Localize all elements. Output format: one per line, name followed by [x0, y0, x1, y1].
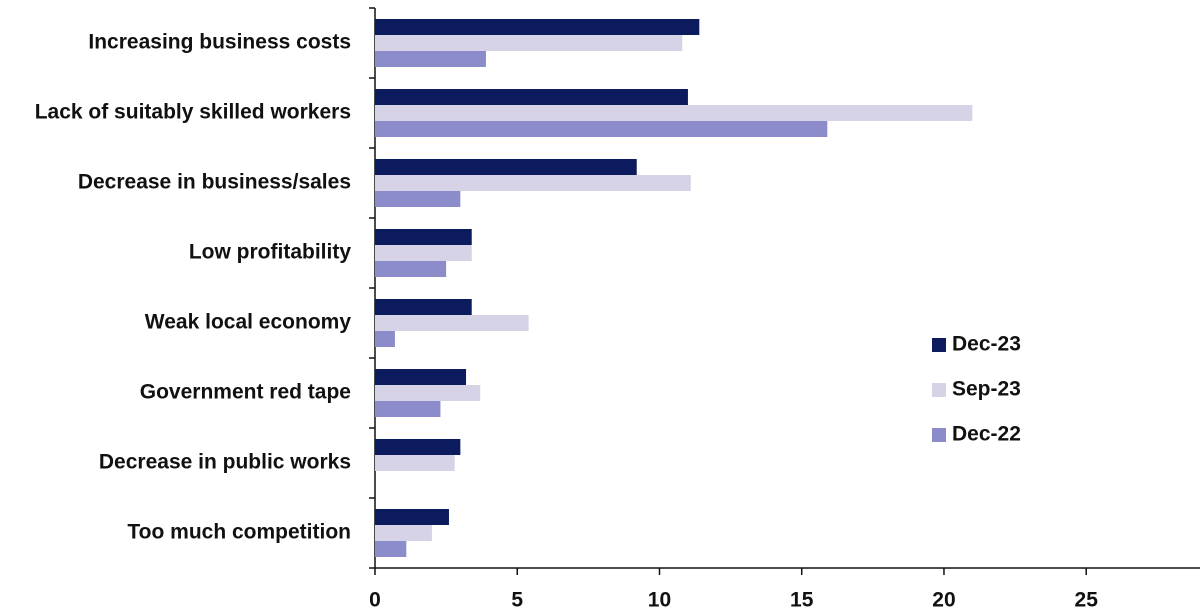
bar — [375, 331, 395, 347]
bar — [375, 299, 472, 315]
bar — [375, 261, 447, 277]
bar — [375, 385, 481, 401]
x-tick-label: 0 — [369, 589, 381, 611]
category-label: Weak local economy — [145, 311, 352, 334]
bar — [375, 229, 472, 245]
legend-label: Dec-22 — [952, 423, 1021, 446]
bar — [375, 455, 455, 471]
bar — [375, 315, 529, 331]
category-label: Too much competition — [127, 521, 351, 544]
category-label: Low profitability — [189, 241, 351, 264]
bar — [375, 35, 683, 51]
x-tick-label: 10 — [648, 589, 671, 611]
category-label: Decrease in business/sales — [78, 171, 351, 194]
x-tick-label: 5 — [511, 589, 523, 611]
legend-label: Sep-23 — [952, 378, 1021, 401]
bar — [375, 105, 973, 121]
x-tick-label: 15 — [790, 589, 814, 611]
legend-swatch — [932, 383, 946, 397]
bar — [375, 121, 828, 137]
bar — [375, 509, 449, 525]
category-label: Government red tape — [140, 381, 351, 404]
bar — [375, 369, 467, 385]
bar — [375, 159, 637, 175]
bar — [375, 245, 472, 261]
bar — [375, 19, 700, 35]
bar — [375, 439, 461, 455]
bar — [375, 541, 407, 557]
bar — [375, 89, 688, 105]
category-label: Decrease in public works — [99, 451, 351, 474]
x-tick-label: 25 — [1075, 589, 1099, 611]
category-label: Increasing business costs — [88, 31, 351, 54]
legend-swatch — [932, 338, 946, 352]
bar — [375, 401, 441, 417]
x-tick-label: 20 — [932, 589, 955, 611]
legend-swatch — [932, 428, 946, 442]
bar — [375, 525, 432, 541]
legend-label: Dec-23 — [952, 333, 1021, 356]
bar — [375, 191, 461, 207]
category-label: Lack of suitably skilled workers — [35, 101, 351, 124]
bar — [375, 175, 691, 191]
bar — [375, 51, 486, 67]
